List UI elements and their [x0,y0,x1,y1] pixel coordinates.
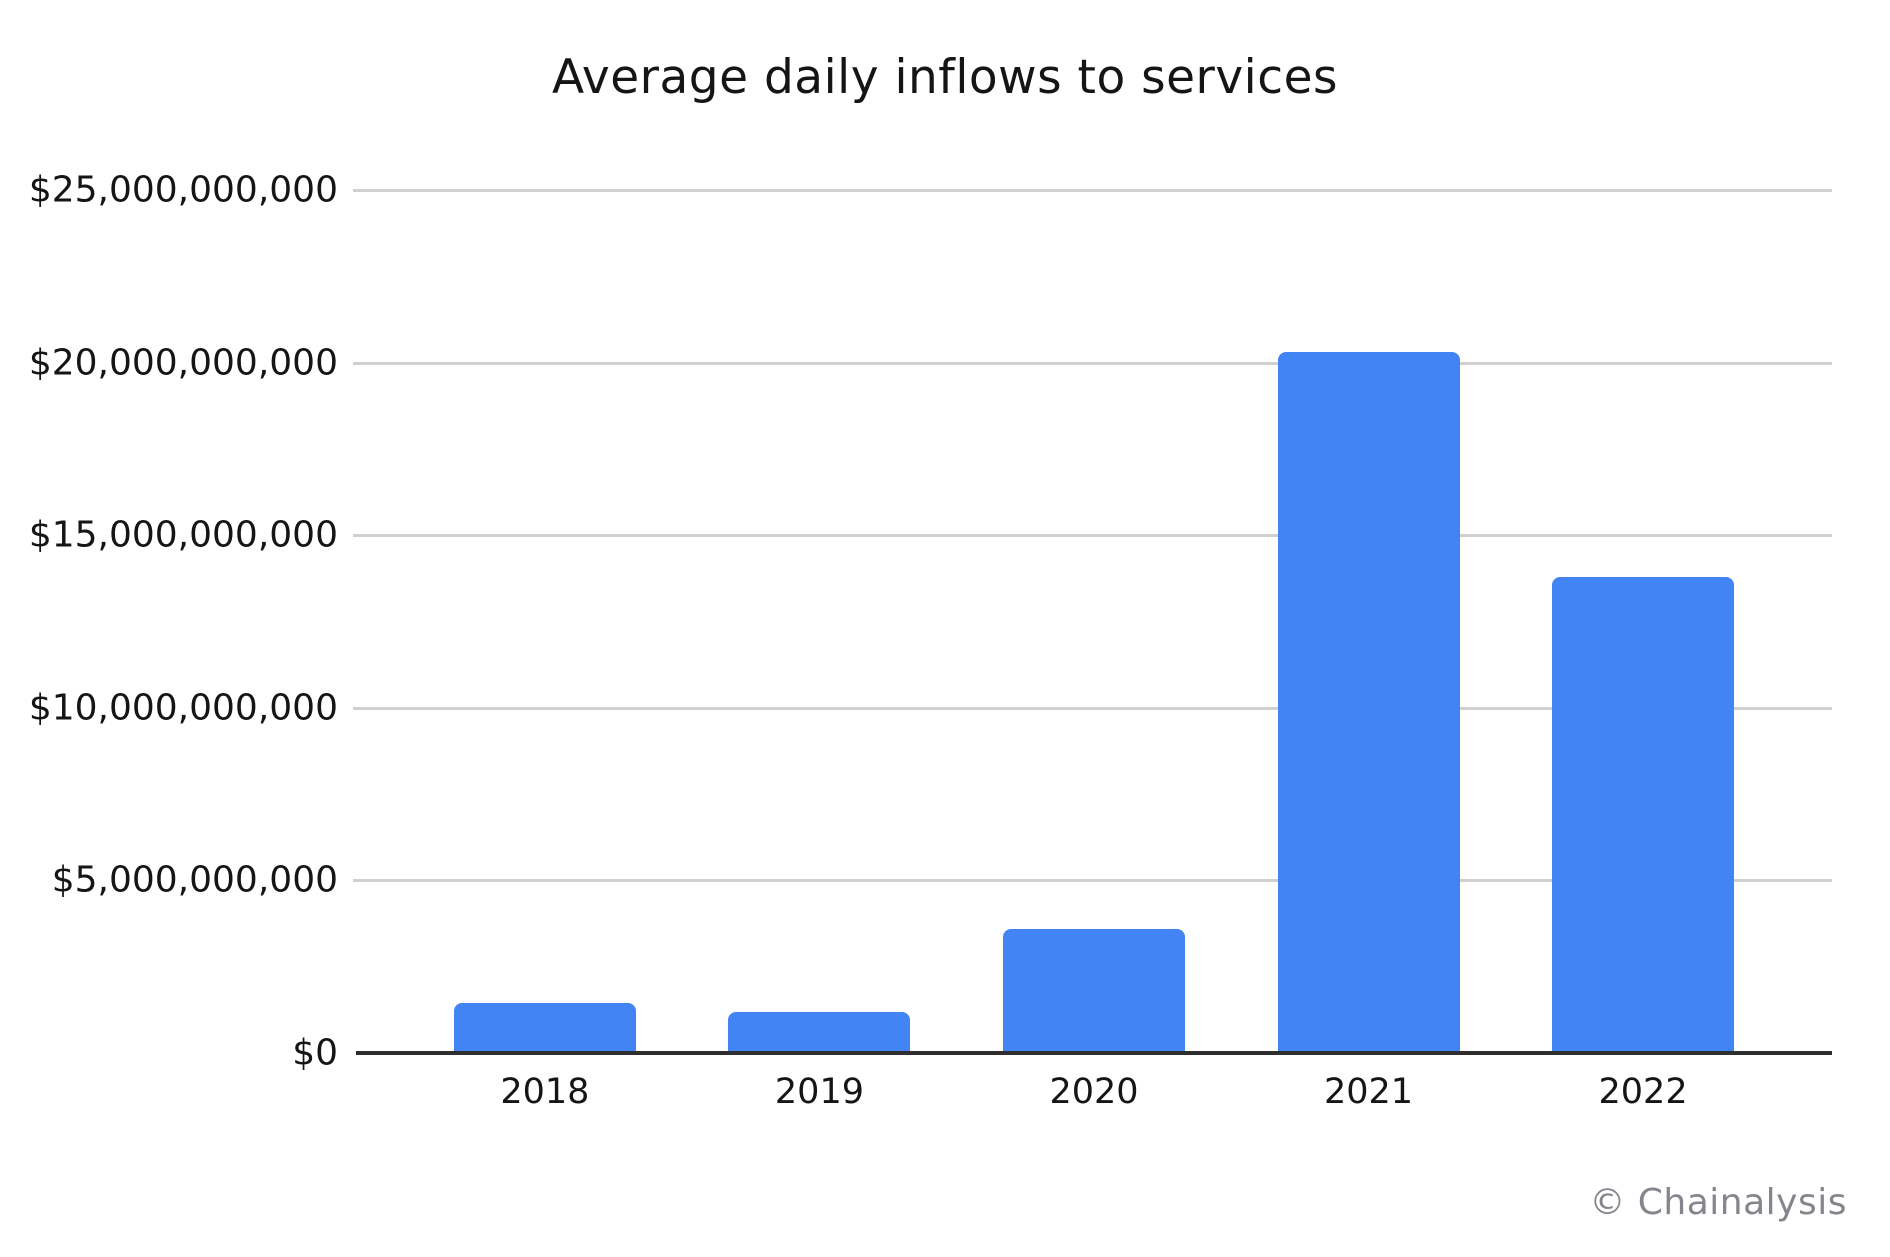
y-axis-labels: $0 $5,000,000,000 $10,000,000,000 $15,000,0… [0,170,338,1074]
x-tick-label: 2020 [1049,1072,1139,1112]
plot-area [353,189,1832,1053]
x-tick-label: 2019 [774,1072,864,1112]
bar-2022 [1552,576,1735,1053]
x-tick-label: 2022 [1598,1072,1688,1112]
x-tick-label: 2021 [1323,1072,1414,1112]
gridline [353,189,1832,192]
bar-2019 [728,1011,911,1053]
y-tick-label: $0 [292,1032,338,1074]
y-tick-label: $25,000,000,000 [28,169,338,211]
y-tick-label: $15,000,000,000 [28,514,338,556]
bar-2018 [453,1002,636,1053]
bar-2020 [1003,928,1185,1053]
y-tick-label: $20,000,000,000 [28,342,338,384]
watermark-copyright: © Chainalysis [1589,1182,1847,1223]
x-axis-line [356,1051,1832,1055]
y-tick-label: $10,000,000,000 [28,687,338,729]
y-tick-label: $5,000,000,000 [51,859,338,901]
gridline [353,706,1832,710]
gridline [353,879,1832,883]
gridline [353,361,1832,365]
gridline [353,534,1832,538]
x-axis-labels: 2018 2019 2020 2021 2022 [356,1072,1832,1122]
bar-2021 [1277,352,1460,1053]
x-tick-label: 2018 [500,1072,590,1112]
chart-title: Average daily inflows to services [552,50,1338,105]
